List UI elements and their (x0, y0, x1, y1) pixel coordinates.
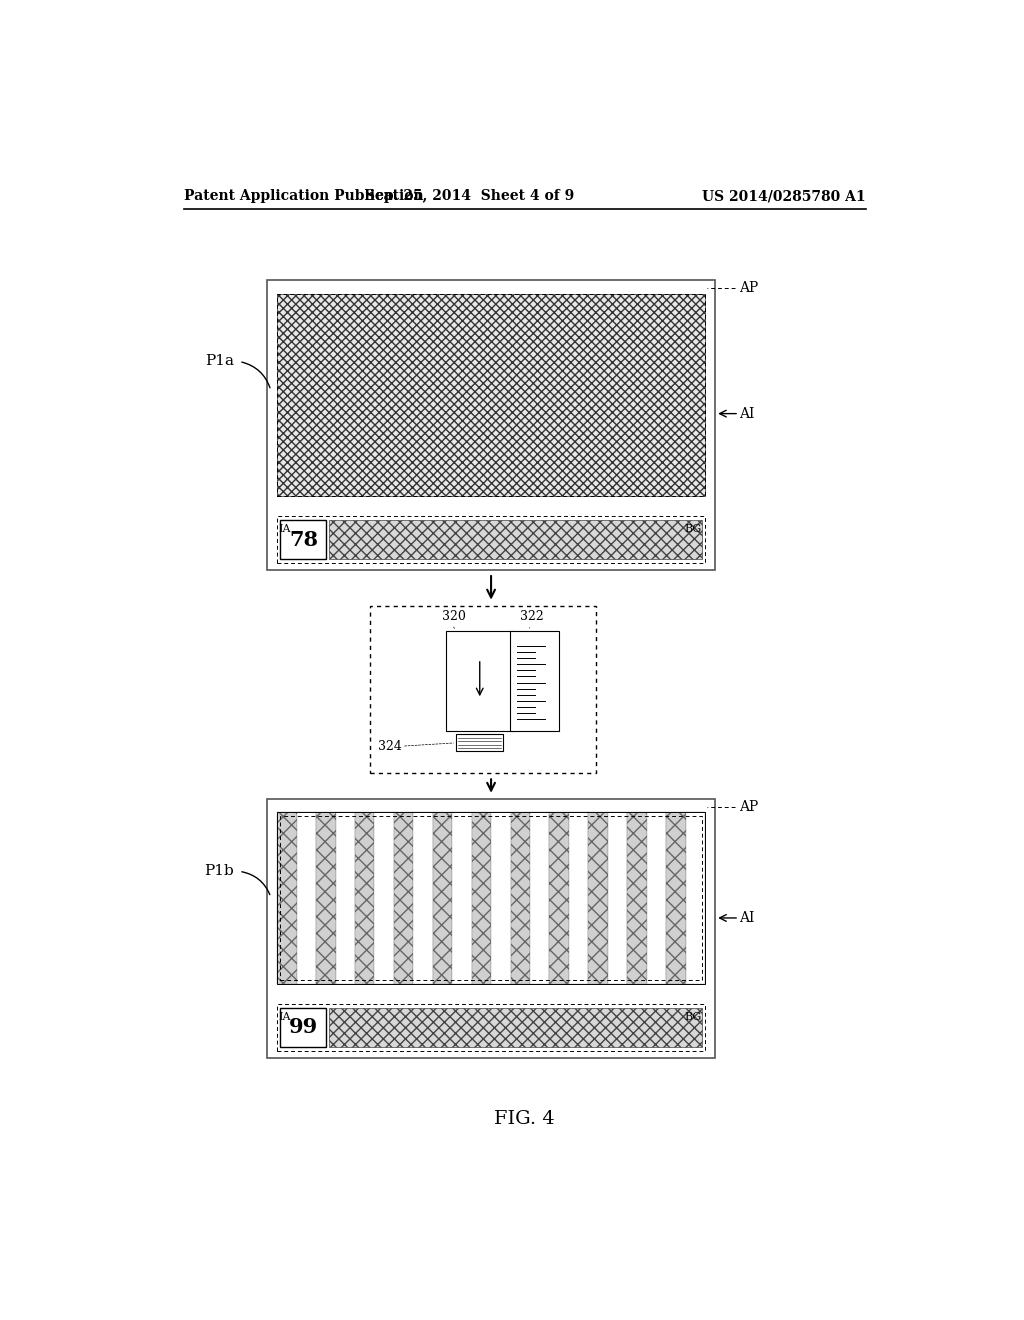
Bar (316, 812, 336, 983)
Text: Patent Application Publication: Patent Application Publication (183, 189, 423, 203)
Bar (510, 631, 559, 731)
Bar (666, 812, 685, 983)
Text: FIG. 4: FIG. 4 (495, 1110, 555, 1127)
Bar (281, 816, 701, 979)
Bar (278, 293, 705, 496)
Bar (267, 799, 715, 1057)
Bar (355, 812, 375, 983)
Bar (278, 812, 297, 983)
Bar (607, 812, 627, 983)
Text: BG: BG (684, 1012, 701, 1022)
Bar (445, 631, 514, 731)
Bar (453, 812, 472, 983)
Text: Sep. 25, 2014  Sheet 4 of 9: Sep. 25, 2014 Sheet 4 of 9 (365, 189, 573, 203)
Bar (588, 812, 607, 983)
Text: 99: 99 (289, 1018, 318, 1038)
Text: 324: 324 (378, 739, 401, 752)
Text: IA: IA (279, 1012, 291, 1022)
Bar (336, 812, 355, 983)
Text: AI: AI (739, 407, 755, 421)
Text: IA: IA (279, 524, 291, 535)
Bar (278, 1003, 705, 1051)
Bar (281, 1008, 327, 1047)
Bar (569, 812, 588, 983)
Bar (456, 734, 504, 751)
Text: AP: AP (739, 800, 759, 814)
Text: 320: 320 (441, 610, 466, 623)
Bar (550, 812, 569, 983)
Bar (414, 812, 433, 983)
Bar (329, 1008, 701, 1047)
Text: BG: BG (684, 524, 701, 535)
Text: 322: 322 (519, 610, 544, 623)
Bar (375, 812, 394, 983)
Bar (433, 812, 453, 983)
Bar (267, 280, 715, 570)
Bar (685, 812, 705, 983)
Bar (492, 812, 511, 983)
Bar (297, 812, 316, 983)
Bar (281, 520, 327, 560)
Bar (329, 520, 701, 560)
Bar (278, 812, 705, 983)
Bar (472, 812, 492, 983)
Text: P1b: P1b (205, 865, 234, 878)
Bar (511, 812, 530, 983)
Bar (646, 812, 666, 983)
Bar (278, 293, 705, 496)
Text: 78: 78 (289, 529, 317, 549)
Text: AI: AI (739, 911, 755, 925)
Bar (278, 812, 705, 983)
Bar (370, 606, 596, 774)
Bar (530, 812, 550, 983)
Bar (627, 812, 646, 983)
Text: US 2014/0285780 A1: US 2014/0285780 A1 (702, 189, 866, 203)
Bar (278, 516, 705, 564)
Bar (394, 812, 414, 983)
Text: P1a: P1a (205, 355, 233, 368)
Text: AP: AP (739, 281, 759, 296)
